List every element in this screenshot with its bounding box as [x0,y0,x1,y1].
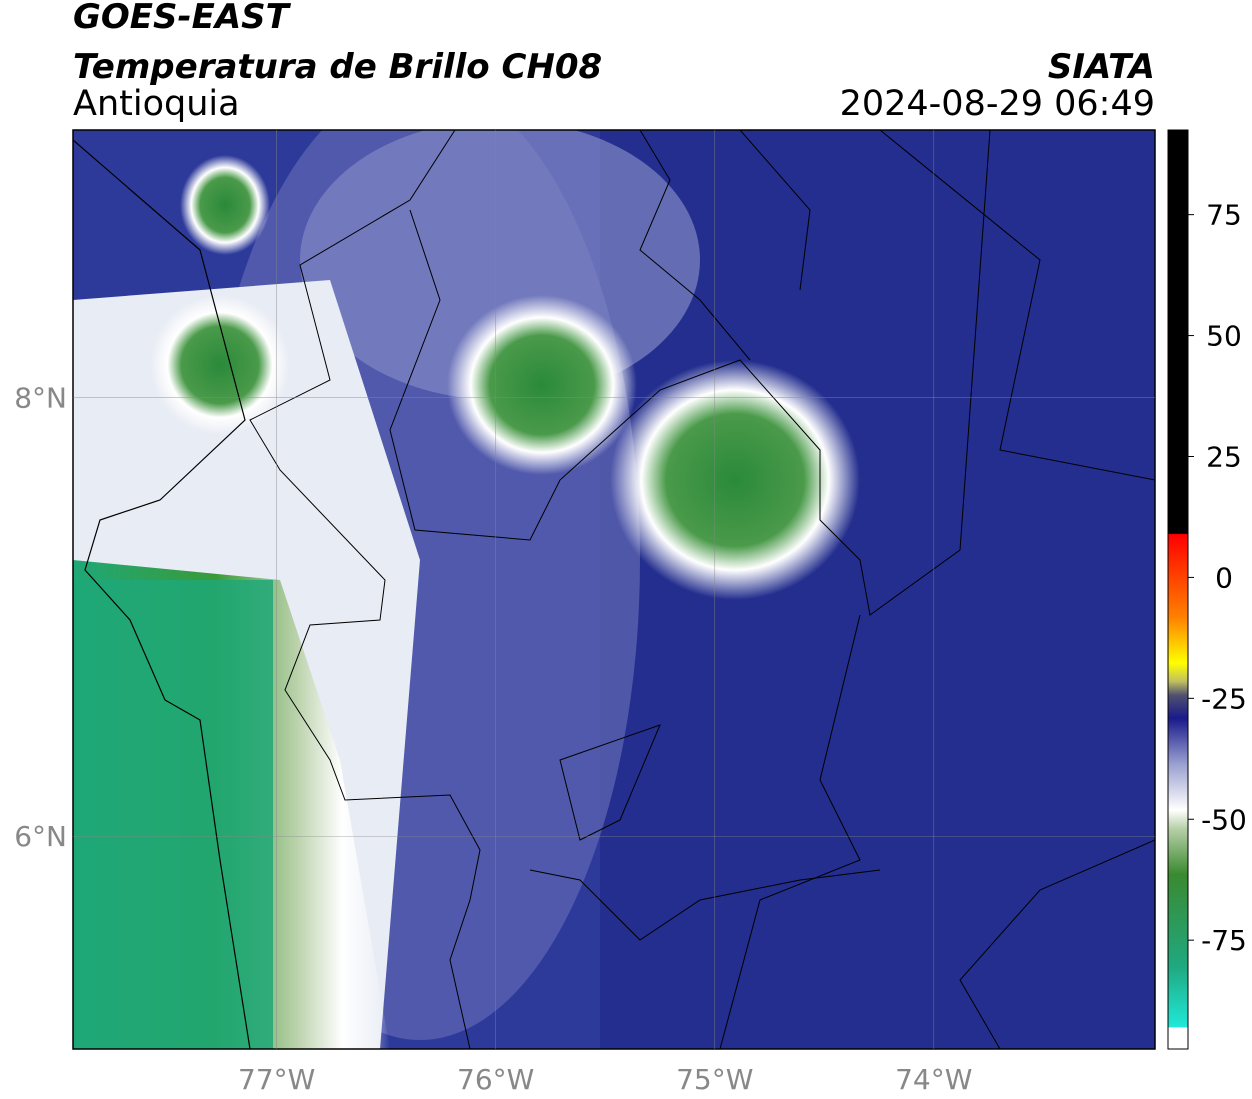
x-tick-label: 77°W [238,1063,315,1096]
colorbar-tick-label: -25 [1201,682,1247,715]
region: Antioquia [73,84,240,124]
source: SIATA [1048,47,1155,87]
subtitle: Temperatura de Brillo CH08 [73,47,602,87]
y-tick-label: 8°N [14,382,67,415]
x-tick-label: 76°W [457,1063,534,1096]
x-tick-label: 74°W [895,1063,972,1096]
colorbar-tick-label: 75 [1206,199,1242,232]
title: GOES-EAST [73,0,292,37]
colorbar-tick-label: -50 [1201,803,1247,836]
colorbar-tick-label: -75 [1201,924,1247,957]
colorbar [1167,129,1189,1050]
map-frame [72,129,1156,1050]
y-tick-label: 6°N [14,820,67,853]
datetime: 2024-08-29 06:49 [840,84,1155,124]
x-tick-label: 75°W [676,1063,753,1096]
colorbar-tick-label: 50 [1206,320,1242,353]
colorbar-tick-label: 0 [1215,561,1233,594]
colorbar-tick-label: 25 [1206,440,1242,473]
map-image [73,130,1155,1049]
